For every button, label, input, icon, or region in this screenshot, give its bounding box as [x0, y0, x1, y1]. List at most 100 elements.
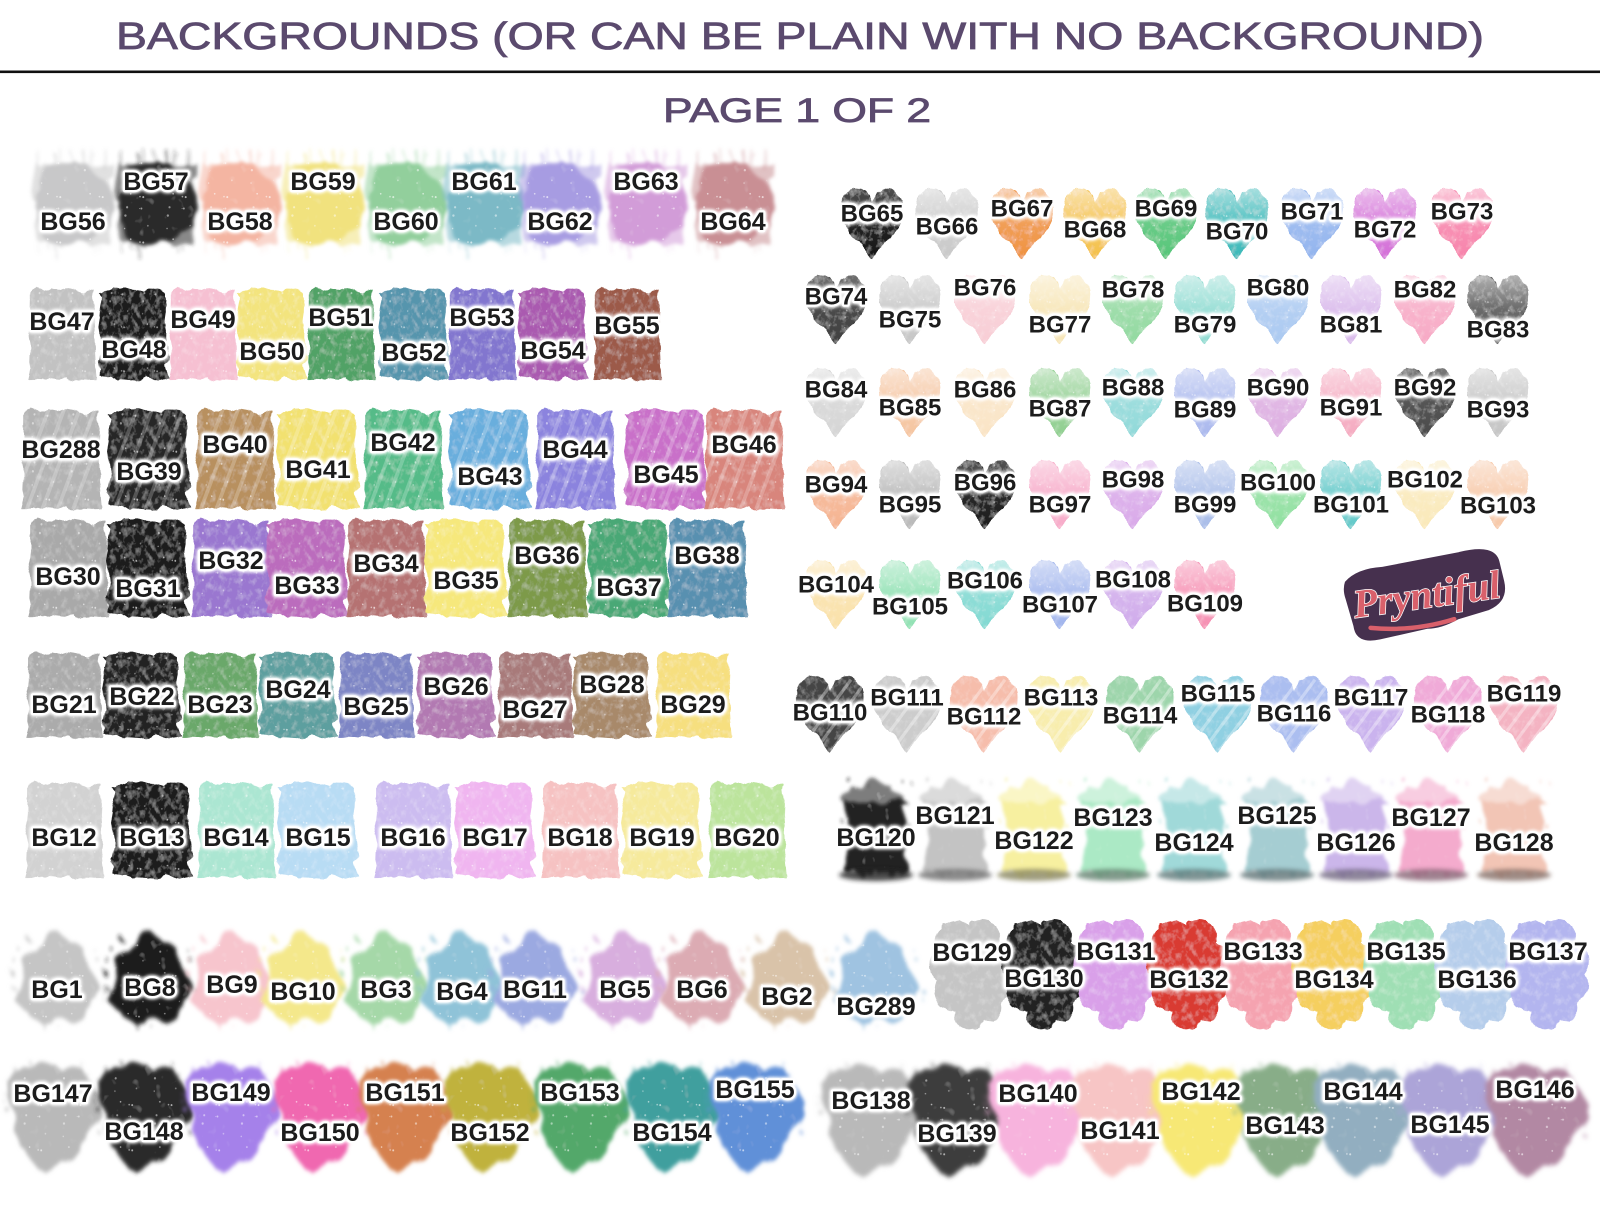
svg-text:BG115: BG115 — [1181, 681, 1256, 708]
svg-text:BG68: BG68 — [1064, 217, 1127, 244]
svg-text:BG80: BG80 — [1247, 275, 1310, 302]
svg-text:BG27: BG27 — [502, 696, 567, 724]
svg-text:BG48: BG48 — [101, 336, 166, 364]
svg-text:BG128: BG128 — [1474, 829, 1553, 857]
svg-text:BG136: BG136 — [1437, 966, 1516, 994]
svg-text:BG77: BG77 — [1029, 312, 1092, 339]
svg-text:BG87: BG87 — [1029, 396, 1092, 423]
svg-text:BG19: BG19 — [629, 824, 694, 852]
svg-text:BG71: BG71 — [1281, 199, 1344, 226]
svg-text:BG138: BG138 — [831, 1087, 910, 1115]
svg-text:BG130: BG130 — [1004, 965, 1083, 993]
svg-text:BG24: BG24 — [265, 676, 330, 704]
svg-text:BG36: BG36 — [514, 542, 579, 570]
svg-text:BG83: BG83 — [1467, 317, 1530, 344]
svg-text:BG89: BG89 — [1174, 397, 1237, 424]
svg-text:BG112: BG112 — [947, 704, 1022, 731]
svg-text:BG56: BG56 — [40, 208, 105, 236]
svg-text:BG103: BG103 — [1460, 493, 1536, 520]
svg-text:BG146: BG146 — [1495, 1076, 1574, 1104]
svg-text:BG10: BG10 — [270, 978, 335, 1006]
svg-text:BG49: BG49 — [170, 306, 235, 334]
svg-text:BG51: BG51 — [308, 304, 373, 332]
svg-text:BG75: BG75 — [879, 307, 942, 334]
svg-text:BG81: BG81 — [1320, 312, 1383, 339]
svg-text:BG22: BG22 — [109, 683, 174, 711]
svg-text:BG90: BG90 — [1247, 375, 1310, 402]
svg-text:BG44: BG44 — [542, 436, 607, 464]
svg-text:BG40: BG40 — [202, 431, 267, 459]
svg-text:BG134: BG134 — [1294, 966, 1373, 994]
svg-text:BG37: BG37 — [596, 574, 661, 602]
svg-text:BG59: BG59 — [290, 168, 355, 196]
svg-text:BG63: BG63 — [613, 168, 678, 196]
svg-text:BG2: BG2 — [761, 983, 812, 1011]
svg-text:BG140: BG140 — [998, 1080, 1077, 1108]
svg-text:BG116: BG116 — [1257, 701, 1332, 728]
svg-text:BG38: BG38 — [674, 542, 739, 570]
svg-text:BG93: BG93 — [1467, 397, 1530, 424]
svg-text:BG88: BG88 — [1102, 375, 1165, 402]
svg-text:BG21: BG21 — [31, 691, 96, 719]
svg-text:BG74: BG74 — [805, 284, 868, 311]
svg-text:BG94: BG94 — [805, 472, 868, 499]
svg-text:BG127: BG127 — [1391, 804, 1470, 832]
svg-text:BG42: BG42 — [370, 429, 435, 457]
svg-text:BG102: BG102 — [1387, 467, 1463, 494]
svg-text:BG11: BG11 — [503, 976, 567, 1004]
svg-text:BG150: BG150 — [280, 1119, 359, 1147]
svg-text:BG148: BG148 — [104, 1118, 183, 1146]
svg-text:BG147: BG147 — [13, 1080, 92, 1108]
svg-text:BG58: BG58 — [207, 208, 272, 236]
svg-text:BG55: BG55 — [594, 312, 659, 340]
svg-text:BG43: BG43 — [457, 463, 522, 491]
svg-text:BG133: BG133 — [1223, 938, 1302, 966]
svg-text:BG151: BG151 — [365, 1079, 444, 1107]
svg-text:BG132: BG132 — [1149, 966, 1228, 994]
svg-text:BG34: BG34 — [353, 550, 418, 578]
svg-text:BG35: BG35 — [433, 567, 498, 595]
svg-text:BG126: BG126 — [1316, 829, 1395, 857]
svg-text:BG86: BG86 — [954, 377, 1017, 404]
svg-text:BG107: BG107 — [1022, 592, 1098, 619]
svg-text:BG98: BG98 — [1102, 467, 1165, 494]
svg-text:BG73: BG73 — [1431, 199, 1494, 226]
svg-text:BG33: BG33 — [274, 572, 339, 600]
svg-text:BG78: BG78 — [1102, 277, 1165, 304]
svg-text:BG69: BG69 — [1135, 196, 1198, 223]
svg-text:BG92: BG92 — [1394, 375, 1457, 402]
svg-text:BG32: BG32 — [198, 547, 263, 575]
svg-text:BG135: BG135 — [1366, 938, 1445, 966]
svg-text:BG67: BG67 — [991, 196, 1054, 223]
svg-text:BG149: BG149 — [191, 1079, 270, 1107]
svg-text:BG5: BG5 — [599, 976, 651, 1004]
svg-text:BG3: BG3 — [360, 976, 411, 1004]
svg-text:BG144: BG144 — [1323, 1078, 1402, 1106]
svg-text:BG61: BG61 — [451, 168, 516, 196]
svg-text:BG15: BG15 — [285, 824, 350, 852]
svg-text:BG57: BG57 — [123, 168, 188, 196]
svg-text:BG53: BG53 — [449, 304, 514, 332]
svg-text:BG111: BG111 — [870, 685, 943, 712]
svg-text:BG6: BG6 — [676, 976, 727, 1004]
svg-text:BG120: BG120 — [836, 824, 915, 852]
svg-text:BG155: BG155 — [715, 1076, 794, 1104]
svg-text:BG20: BG20 — [714, 824, 779, 852]
svg-text:BG13: BG13 — [119, 824, 184, 852]
svg-text:BG18: BG18 — [547, 824, 612, 852]
svg-text:BG23: BG23 — [187, 691, 252, 719]
svg-text:BG82: BG82 — [1394, 277, 1457, 304]
svg-text:BG152: BG152 — [450, 1119, 529, 1147]
svg-text:BG106: BG106 — [947, 568, 1023, 595]
svg-text:BG143: BG143 — [1245, 1112, 1324, 1140]
svg-text:BG139: BG139 — [917, 1120, 996, 1148]
svg-text:BG1: BG1 — [31, 976, 83, 1004]
svg-text:BG66: BG66 — [916, 214, 979, 241]
svg-text:BG30: BG30 — [35, 563, 100, 591]
svg-text:BG46: BG46 — [711, 431, 776, 459]
svg-text:BG118: BG118 — [1411, 702, 1486, 729]
svg-text:BG65: BG65 — [841, 201, 904, 228]
svg-text:BACKGROUNDS (OR CAN BE PLAIN W: BACKGROUNDS (OR CAN BE PLAIN WITH NO BAC… — [116, 16, 1484, 58]
svg-text:BG99: BG99 — [1174, 492, 1237, 519]
svg-text:PAGE 1 OF 2: PAGE 1 OF 2 — [663, 92, 931, 130]
